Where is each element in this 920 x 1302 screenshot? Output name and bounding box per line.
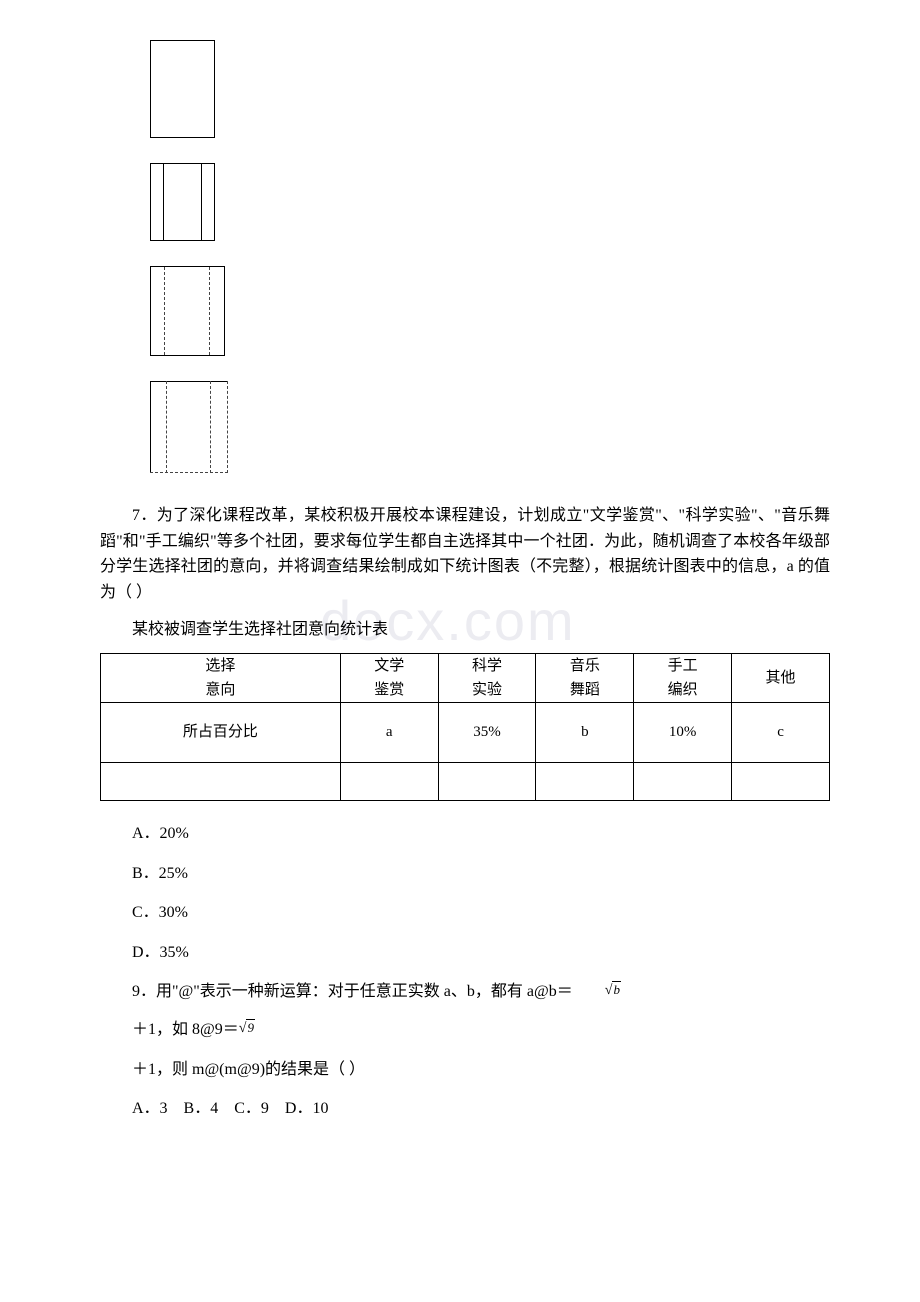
table-header-row: 选择 意向 文学 鉴赏 科学 实验 音乐 舞蹈 手工 编织 其他 <box>101 653 830 702</box>
page-content: 7．为了深化课程改革，某校积极开展校本课程建设，计划成立"文学鉴赏"、"科学实验… <box>100 40 830 1122</box>
table-title: 某校被调查学生选择社团意向统计表 <box>100 617 830 643</box>
header-cell: 选择 意向 <box>101 653 341 702</box>
data-cell: b <box>536 702 634 762</box>
diagram-box-4 <box>150 381 830 473</box>
shape-diagrams <box>150 40 830 473</box>
diagram-box-1 <box>150 40 830 138</box>
header-cell: 文学 鉴赏 <box>340 653 438 702</box>
sqrt-9-icon: 9 <box>239 1018 255 1040</box>
survey-table: 选择 意向 文学 鉴赏 科学 实验 音乐 舞蹈 手工 编织 其他 所占百分比 <box>100 653 830 801</box>
option-b: B．25% <box>132 861 830 887</box>
data-cell: a <box>340 702 438 762</box>
question-9-line1: 9．用"@"表示一种新运算：对于任意正实数 a、b，都有 a@b＝b <box>100 979 830 1005</box>
option-a: A．20% <box>132 821 830 847</box>
option-d: D．35% <box>132 940 830 966</box>
question-9-line3: ＋1，则 m@(m@9)的结果是（ ） <box>132 1057 830 1083</box>
table-empty-row <box>101 762 830 800</box>
data-cell: 35% <box>438 702 536 762</box>
q7-options: A．20% B．25% C．30% D．35% <box>132 821 830 965</box>
option-c: C．30% <box>132 900 830 926</box>
row-label: 所占百分比 <box>101 702 341 762</box>
diagram-box-2 <box>150 163 830 241</box>
header-cell: 手工 编织 <box>634 653 732 702</box>
table-data-row: 所占百分比 a 35% b 10% c <box>101 702 830 762</box>
data-cell: c <box>732 702 830 762</box>
question-9-line2: ＋1，如 8@9＝9 <box>132 1017 830 1043</box>
header-cell: 科学 实验 <box>438 653 536 702</box>
data-cell: 10% <box>634 702 732 762</box>
q9-options: A．3 B．4 C．9 D．10 <box>132 1096 830 1122</box>
question-7-text: 7．为了深化课程改革，某校积极开展校本课程建设，计划成立"文学鉴赏"、"科学实验… <box>100 503 830 605</box>
header-cell: 其他 <box>732 653 830 702</box>
diagram-box-3 <box>150 266 830 356</box>
header-cell: 音乐 舞蹈 <box>536 653 634 702</box>
sqrt-b-icon: b <box>573 980 621 1002</box>
